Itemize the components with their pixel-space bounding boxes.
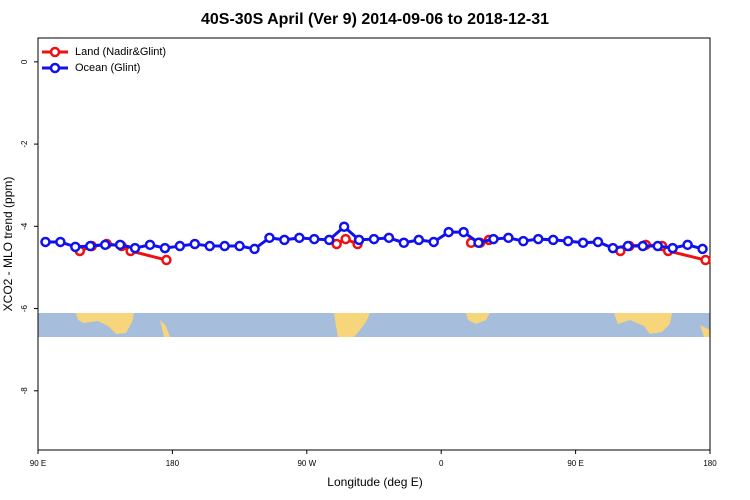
legend-marker	[49, 62, 61, 74]
point	[114, 239, 126, 251]
point	[55, 236, 66, 248]
point	[249, 243, 260, 255]
point	[99, 239, 111, 251]
point	[70, 241, 81, 253]
point	[340, 233, 351, 245]
point	[309, 233, 320, 245]
map-strip	[38, 313, 710, 337]
x-tick-label: 180	[703, 459, 717, 468]
point	[428, 236, 439, 248]
legend-label: Ocean (Glint)	[75, 62, 140, 74]
y-tick-label: 0	[20, 59, 29, 64]
point	[700, 254, 711, 266]
point	[413, 234, 425, 246]
y-axis-label: XCO2 - MLO trend (ppm)	[1, 177, 15, 312]
x-tick-label: 90 E	[567, 459, 583, 468]
x-tick-label: 90 E	[30, 459, 46, 468]
y-tick-label: -8	[20, 387, 29, 395]
point	[219, 240, 230, 252]
point	[503, 232, 514, 244]
point	[488, 233, 499, 245]
y-tick-label: -4	[20, 222, 29, 230]
point	[161, 254, 172, 266]
point	[443, 226, 454, 238]
point	[353, 234, 365, 246]
point	[204, 240, 215, 252]
point	[607, 242, 619, 254]
point	[667, 242, 678, 254]
point	[533, 233, 544, 245]
point	[323, 234, 335, 246]
point	[697, 243, 708, 255]
point	[85, 240, 96, 252]
legend-label: Land (Nadir&Glint)	[75, 46, 166, 58]
x-axis-label: Longitude (deg E)	[327, 475, 422, 489]
point	[518, 235, 529, 247]
land-shape	[700, 325, 710, 337]
point	[592, 236, 604, 248]
point	[562, 235, 574, 247]
x-tick-label: 90 W	[297, 459, 316, 468]
ocean-band	[38, 313, 710, 337]
land-shape	[76, 313, 134, 334]
point	[338, 221, 350, 232]
point	[331, 238, 342, 250]
point	[159, 242, 171, 254]
chart-title: 40S-30S April (Ver 9) 2014-09-06 to 2018…	[201, 11, 549, 28]
point	[279, 234, 290, 246]
plot-frame	[37, 37, 711, 451]
point	[622, 240, 634, 252]
point	[189, 238, 201, 250]
x-tick-label: 180	[166, 459, 180, 468]
point	[577, 237, 589, 249]
point	[383, 232, 395, 244]
point	[398, 237, 410, 249]
point	[682, 239, 693, 251]
land-shape	[614, 313, 672, 334]
point	[547, 234, 559, 246]
point	[294, 232, 305, 244]
point	[40, 236, 51, 248]
land-shape	[466, 313, 490, 324]
y-tick-label: -6	[20, 304, 29, 312]
y-tick-label: -2	[20, 140, 29, 148]
point	[234, 240, 245, 252]
x-tick-label: 0	[439, 459, 444, 468]
point	[174, 240, 186, 252]
legend-marker	[49, 46, 61, 58]
point	[652, 240, 663, 252]
point	[473, 237, 484, 249]
point	[144, 239, 156, 251]
land-shape	[160, 320, 170, 337]
point	[458, 226, 469, 238]
point	[368, 233, 380, 245]
land-shape	[334, 313, 370, 337]
point	[637, 240, 649, 252]
point	[129, 242, 141, 254]
point	[264, 232, 275, 244]
